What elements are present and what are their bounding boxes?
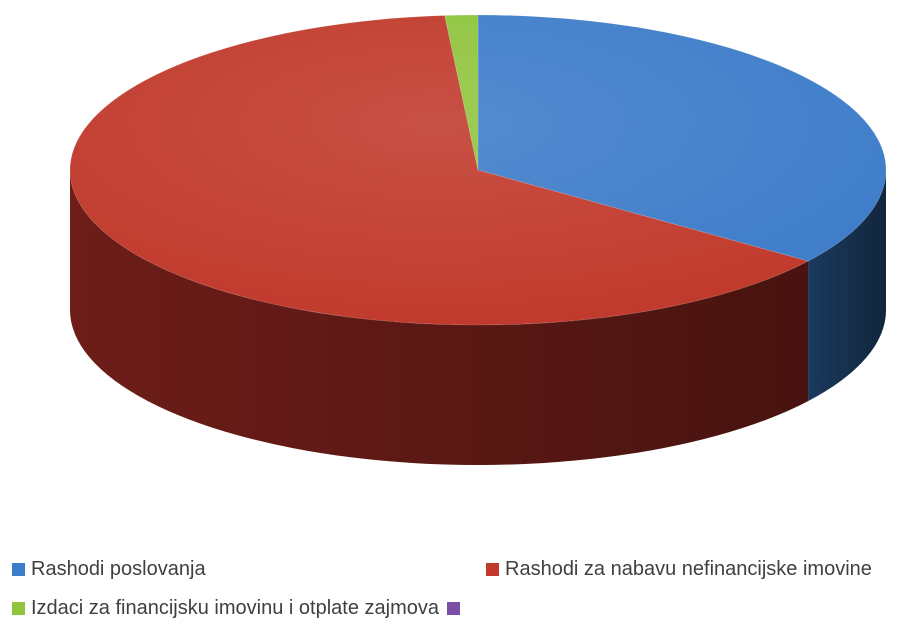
legend-swatch-icon	[486, 563, 499, 576]
pie-sides	[70, 170, 886, 466]
legend-item-rashodi-poslovanja: Rashodi poslovanja	[12, 558, 206, 581]
pie-side-shade-0	[808, 170, 886, 402]
legend-swatch-icon	[446, 602, 460, 615]
pie-slices	[69, 14, 887, 326]
pie-side-shade-1	[70, 170, 809, 466]
legend-item-izdaci: Izdaci za financijsku imovinu i otplate …	[12, 597, 466, 620]
legend-label: Izdaci za financijsku imovinu i otplate …	[31, 597, 439, 619]
legend-item-rashodi-nabava: Rashodi za nabavu nefinancijske imovine	[486, 558, 872, 581]
legend-swatch-icon	[12, 602, 25, 615]
pie-highlight	[70, 15, 886, 325]
legend-swatch-icon	[12, 563, 25, 576]
legend-label: Rashodi poslovanja	[31, 558, 206, 580]
pie-chart	[69, 14, 887, 466]
legend-label: Rashodi za nabavu nefinancijske imovine	[505, 558, 872, 580]
